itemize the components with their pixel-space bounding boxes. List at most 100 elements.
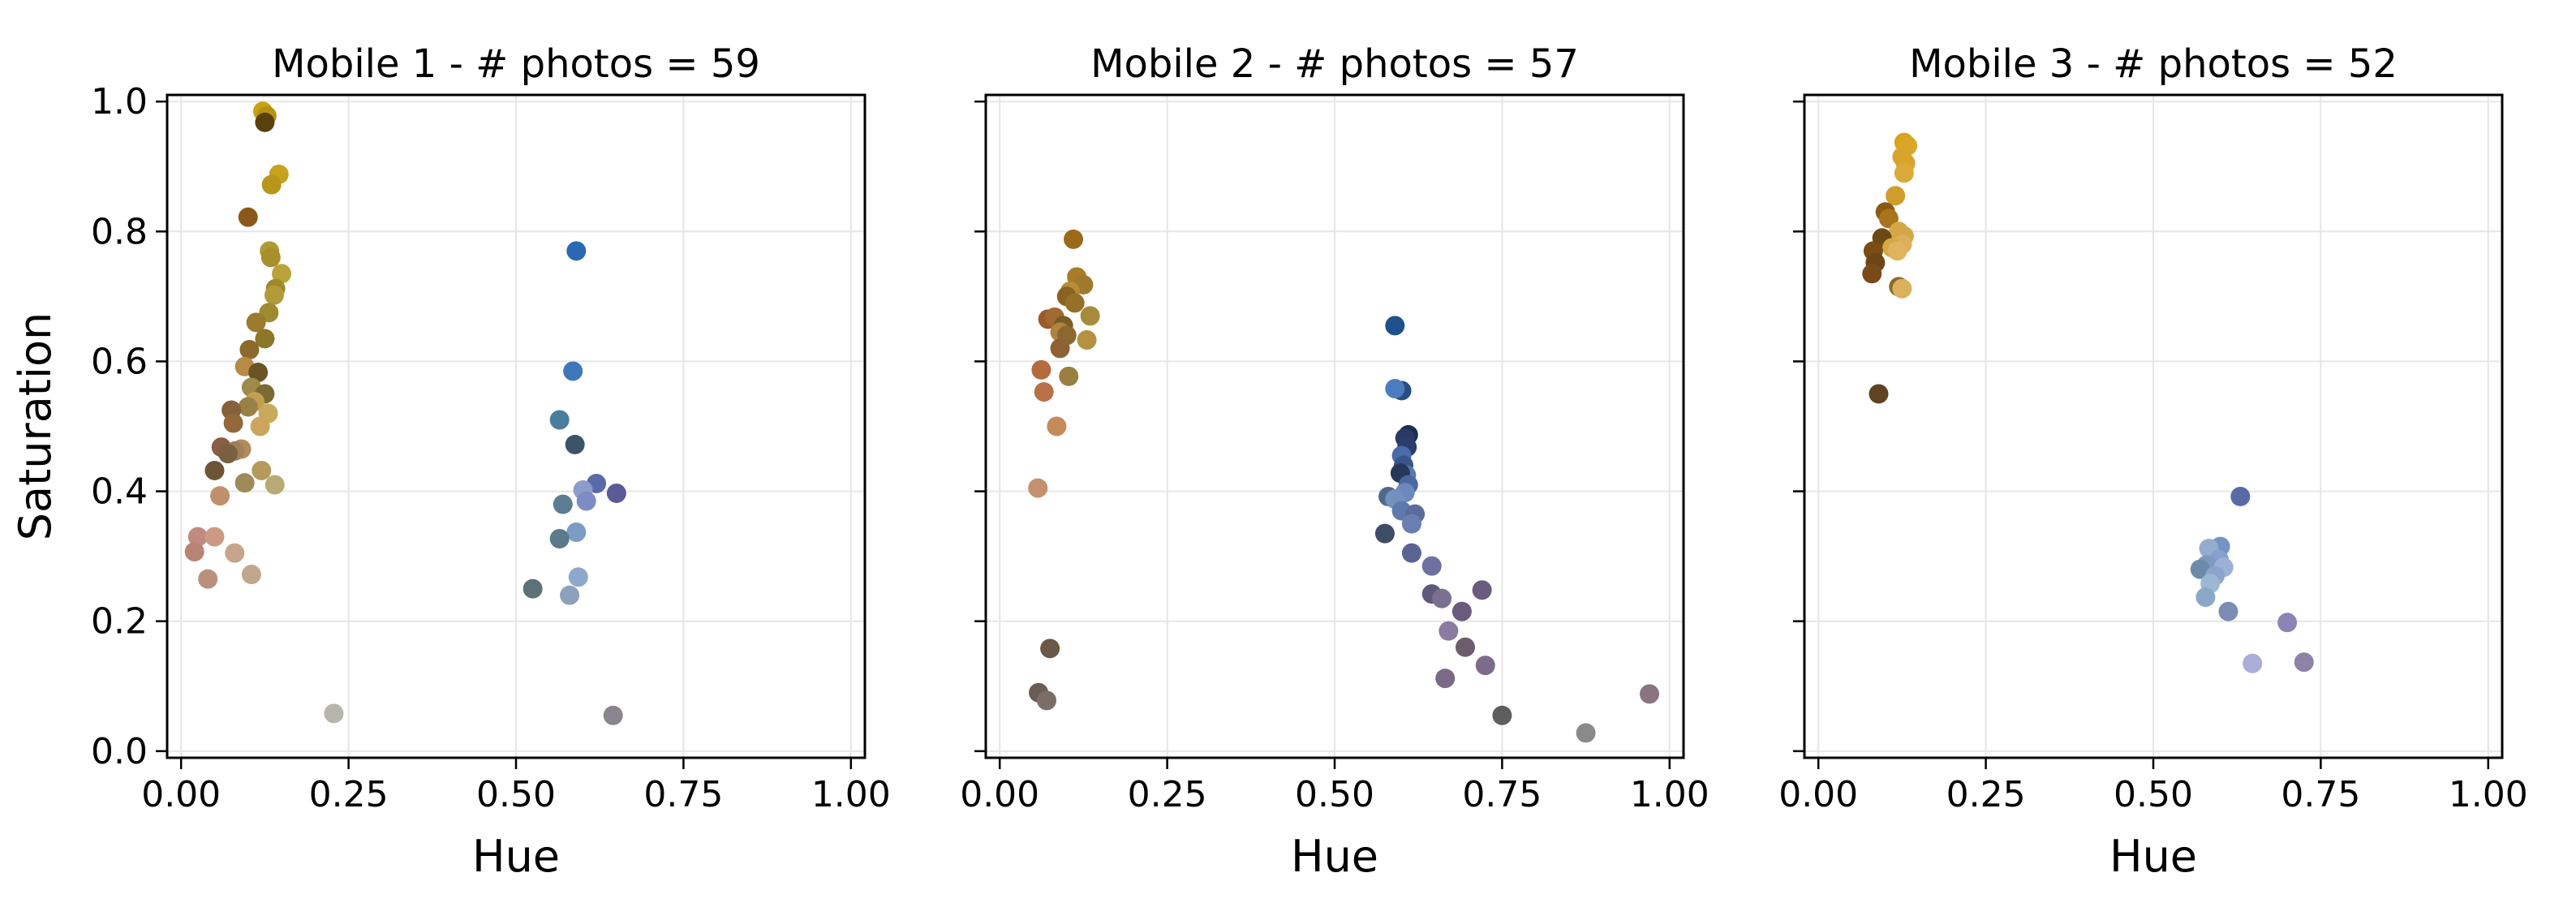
- data-point: [1887, 241, 1907, 261]
- data-point: [241, 565, 261, 585]
- data-point: [1886, 186, 1906, 206]
- data-point: [2218, 601, 2238, 621]
- data-point: [238, 397, 258, 417]
- y-tick-label: 0.4: [91, 471, 148, 513]
- data-points: [184, 101, 626, 725]
- data-point: [1869, 384, 1889, 404]
- data-point: [1894, 163, 1914, 183]
- data-point: [252, 460, 272, 480]
- data-point: [255, 329, 275, 349]
- data-point: [1064, 293, 1085, 313]
- y-tick-label: 0.8: [91, 211, 148, 252]
- x-axis-ticks: 0.00 0.25 0.50 0.75 1.00: [141, 758, 891, 815]
- data-point: [565, 434, 585, 454]
- data-point: [1492, 705, 1512, 725]
- x-tick-label: 0.00: [960, 774, 1039, 815]
- x-tick-label: 0.25: [309, 774, 389, 815]
- gridlines: [1804, 95, 2502, 758]
- x-axis-ticks: 0.00 0.25 0.50 0.75 1.00: [1778, 758, 2528, 815]
- data-point: [238, 207, 258, 227]
- y-axis-ticks: 0.0 0.2 0.4 0.6 0.8 1.0: [91, 81, 167, 772]
- data-points: [1028, 229, 1660, 743]
- data-point: [1421, 556, 1442, 576]
- panel-title: Mobile 3 - # photos = 52: [1909, 41, 2398, 87]
- x-tick-label: 0.50: [1295, 774, 1374, 815]
- x-tick-label: 0.50: [2114, 774, 2193, 815]
- x-tick-label: 0.00: [141, 774, 221, 815]
- data-point: [1036, 690, 1056, 711]
- data-point: [210, 486, 230, 506]
- data-point: [225, 543, 245, 563]
- data-point: [549, 410, 570, 430]
- data-point: [246, 312, 266, 333]
- y-tick-label: 1.0: [91, 81, 148, 123]
- data-point: [1892, 278, 1912, 299]
- data-point: [2230, 486, 2251, 506]
- data-point: [1077, 330, 1097, 350]
- data-point: [1031, 359, 1051, 380]
- data-point: [1385, 316, 1405, 336]
- data-point: [1034, 382, 1054, 402]
- data-point: [2243, 653, 2263, 673]
- data-point: [1064, 229, 1084, 249]
- data-point: [523, 578, 543, 599]
- y-axis-ticks: [1793, 100, 1804, 753]
- data-point: [184, 542, 204, 562]
- data-point: [1374, 523, 1395, 544]
- data-point: [1439, 621, 1459, 641]
- x-tick-label: 0.75: [1462, 774, 1542, 815]
- data-point: [1475, 656, 1495, 676]
- data-point: [606, 483, 626, 503]
- data-point: [1576, 723, 1596, 743]
- data-point: [566, 522, 587, 543]
- data-point: [1385, 379, 1405, 399]
- x-tick-label: 0.75: [2281, 774, 2360, 815]
- data-point: [1059, 366, 1079, 386]
- data-point: [248, 363, 269, 383]
- data-point: [187, 527, 208, 547]
- data-points: [1862, 132, 2314, 673]
- gridlines: [167, 95, 865, 758]
- y-axis-ticks: [974, 100, 986, 753]
- y-tick-label: 0.0: [91, 731, 148, 772]
- data-point: [1472, 580, 1492, 600]
- panel-title: Mobile 2 - # photos = 57: [1090, 41, 1579, 87]
- data-point: [1455, 637, 1475, 657]
- data-point: [324, 703, 344, 724]
- data-point: [563, 361, 583, 381]
- data-point: [566, 241, 587, 261]
- data-point: [1435, 669, 1456, 689]
- x-axis-label: Hue: [2109, 831, 2197, 882]
- data-point: [1432, 588, 1452, 608]
- x-axis-ticks: 0.00 0.25 0.50 0.75 1.00: [960, 758, 1709, 815]
- scatter-panel-mobile-1: 0.00 0.25 0.50 0.75 1.00 0.00.20.40.60.81.0 …: [10, 41, 891, 882]
- data-point: [223, 413, 243, 433]
- x-axis-label: Hue: [1291, 831, 1378, 882]
- x-tick-label: 0.00: [1778, 774, 1858, 815]
- data-point: [2294, 652, 2314, 673]
- data-point: [239, 340, 260, 360]
- data-point: [1640, 684, 1660, 704]
- data-point: [264, 475, 285, 495]
- data-point: [204, 527, 225, 547]
- x-tick-label: 1.00: [811, 774, 891, 815]
- data-point: [1047, 416, 1067, 436]
- panel-title: Mobile 1 - # photos = 59: [272, 41, 760, 87]
- data-point: [272, 264, 292, 284]
- data-point: [1401, 514, 1421, 534]
- data-point: [1451, 601, 1472, 621]
- data-point: [1080, 306, 1100, 326]
- data-point: [1050, 338, 1070, 359]
- y-tick-label: 0.6: [91, 341, 148, 382]
- x-tick-label: 0.25: [1128, 774, 1207, 815]
- data-point: [1040, 639, 1060, 659]
- data-point: [234, 473, 255, 493]
- data-point: [2277, 613, 2298, 633]
- y-axis-label: Saturation: [10, 312, 61, 541]
- data-point: [2195, 587, 2216, 608]
- data-point: [260, 247, 281, 268]
- data-point: [568, 567, 588, 587]
- scatter-panel-mobile-3: 0.00 0.25 0.50 0.75 1.00 Mobile 3 - # photos…: [1778, 41, 2528, 882]
- y-tick-label: 0.2: [91, 601, 148, 643]
